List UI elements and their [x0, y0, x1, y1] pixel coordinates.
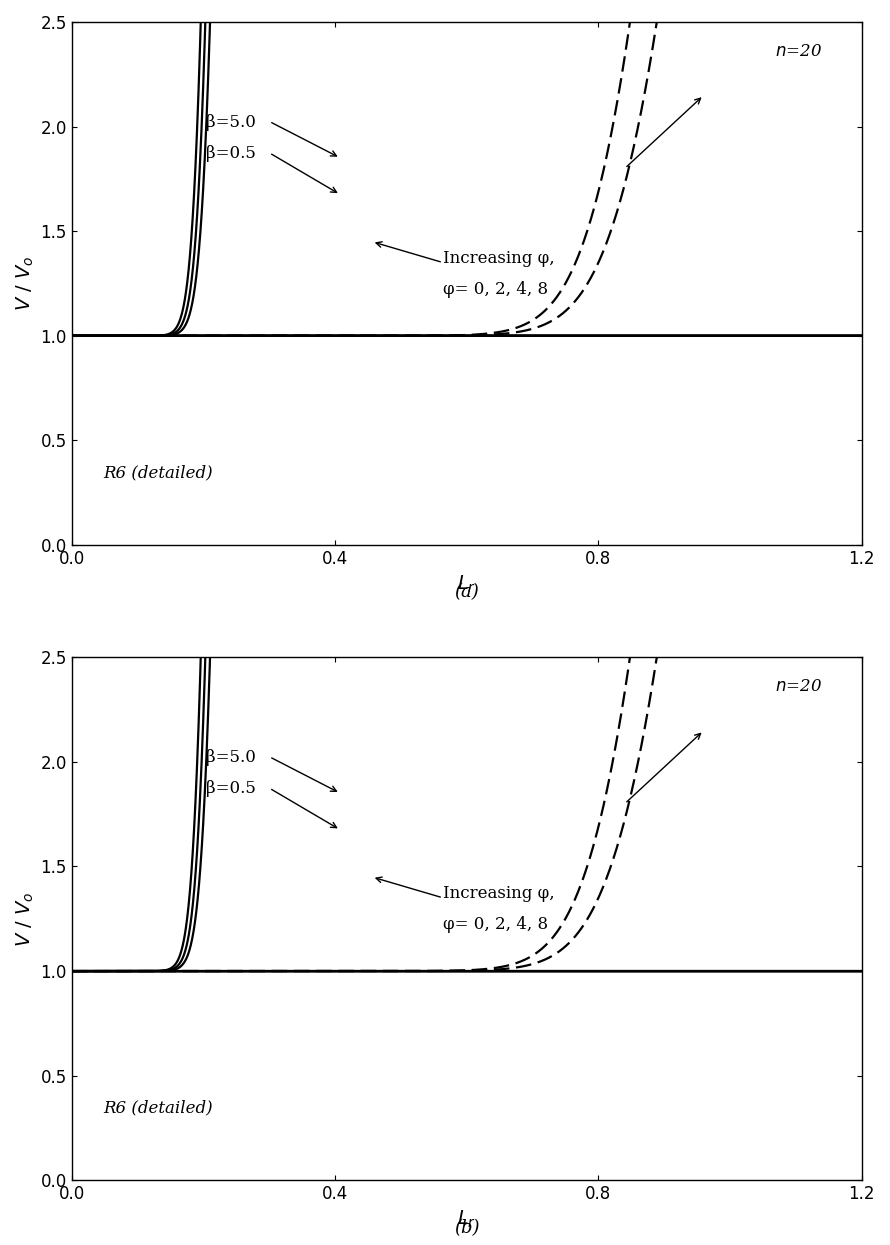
- X-axis label: $L_r$: $L_r$: [457, 1209, 476, 1230]
- Text: β=5.0: β=5.0: [206, 749, 256, 766]
- Text: R6 (detailed): R6 (detailed): [103, 464, 213, 481]
- X-axis label: $L_r$: $L_r$: [457, 574, 476, 595]
- Text: β=5.0: β=5.0: [206, 113, 256, 131]
- Text: β=0.5: β=0.5: [206, 781, 256, 797]
- Text: Increasing φ,: Increasing φ,: [443, 249, 554, 266]
- Text: $n$=20: $n$=20: [775, 42, 822, 60]
- Text: R6 (detailed): R6 (detailed): [103, 1099, 213, 1117]
- Text: (a): (a): [455, 584, 479, 601]
- Y-axis label: $V \ / \ V_o$: $V \ / \ V_o$: [15, 255, 36, 311]
- Text: φ= 0, 2, 4, 8: φ= 0, 2, 4, 8: [443, 916, 548, 934]
- Y-axis label: $V \ / \ V_o$: $V \ / \ V_o$: [15, 891, 36, 946]
- Text: φ= 0, 2, 4, 8: φ= 0, 2, 4, 8: [443, 281, 548, 298]
- Text: β=0.5: β=0.5: [206, 144, 256, 162]
- Text: (b): (b): [454, 1219, 480, 1236]
- Text: $n$=20: $n$=20: [775, 679, 822, 695]
- Text: Increasing φ,: Increasing φ,: [443, 885, 554, 901]
